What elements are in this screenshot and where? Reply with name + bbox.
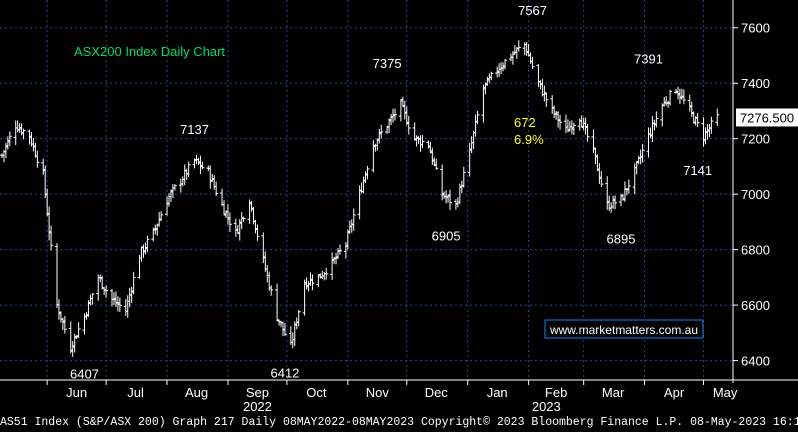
price-annotation: 7137 — [180, 122, 209, 137]
price-annotation: 7141 — [683, 163, 712, 178]
x-tick-label: Apr — [664, 385, 685, 400]
x-tick-label: Aug — [185, 385, 208, 400]
y-tick-label: 7000 — [741, 187, 770, 202]
x-tick-label: Mar — [602, 385, 625, 400]
annotations: 7276.500 6407 7137 6412 7375 6905 7567 6895 7391… — [70, 3, 798, 382]
x-tick-label: Sep — [246, 385, 269, 400]
x-tick-label: Jun — [66, 385, 87, 400]
price-annotation: 6905 — [432, 229, 461, 244]
price-annotation: 7391 — [634, 52, 663, 67]
asx200-daily-chart: 6400 6600 6800 7000 7200 7400 7600 Jun Jul Aug Sep… — [0, 0, 798, 414]
watermark-box — [544, 319, 704, 339]
price-annotation: 6412 — [270, 365, 299, 380]
x-tick-label: Oct — [306, 385, 327, 400]
chart-title: ASX200 Index Daily Chart — [74, 44, 225, 59]
x-tick-label: Jan — [487, 385, 508, 400]
last-price-label: 7276.500 — [740, 110, 794, 125]
axis-ticks: 6400 6600 6800 7000 7200 7400 7600 Jun Jul Aug Sep… — [0, 0, 798, 414]
price-annotation: 7375 — [373, 56, 402, 71]
x-tick-label: May — [713, 385, 738, 400]
y-tick-label: 6600 — [741, 298, 770, 313]
move-percent-label: 6.9% — [514, 132, 544, 147]
year-label: 2023 — [532, 399, 561, 414]
watermark-url: www.marketmatters.com.au — [549, 323, 698, 337]
price-annotation: 6895 — [607, 231, 636, 246]
x-tick-label: Feb — [545, 385, 567, 400]
y-tick-label: 7200 — [741, 132, 770, 147]
move-points-label: 672 — [514, 115, 536, 130]
price-bars — [0, 40, 720, 357]
price-annotation: 6407 — [70, 367, 99, 382]
y-tick-label: 7400 — [741, 76, 770, 91]
y-tick-label: 6800 — [741, 243, 770, 258]
bloomberg-footer: AS51 Index (S&P/ASX 200) Graph 217 Daily… — [0, 414, 798, 432]
last-price-box — [736, 108, 798, 127]
x-tick-label: Nov — [366, 385, 390, 400]
x-tick-label: Dec — [425, 385, 449, 400]
y-tick-label: 7600 — [741, 21, 770, 36]
x-tick-label: Jul — [127, 385, 144, 400]
grid — [0, 0, 733, 380]
price-annotation: 7567 — [518, 3, 547, 18]
year-label: 2022 — [243, 399, 272, 414]
y-tick-label: 6400 — [741, 354, 770, 369]
